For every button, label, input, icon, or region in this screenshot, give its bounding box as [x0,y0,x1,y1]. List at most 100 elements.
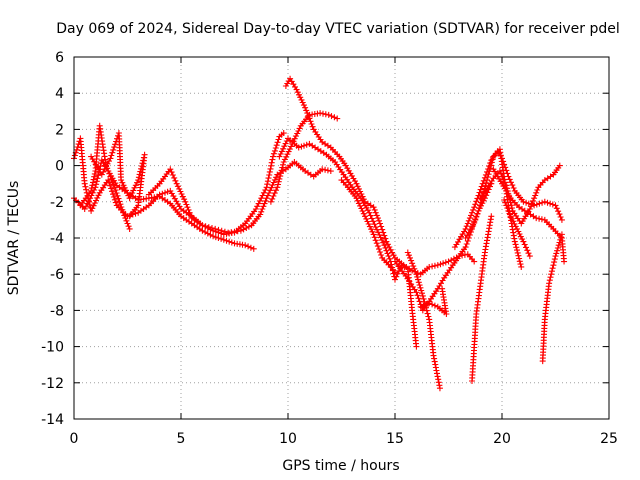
data-point [119,179,126,186]
data-point [126,225,133,232]
data-point [482,243,489,250]
data-point [261,200,268,207]
x-axis-tick-labels: 0 5 10 15 20 25 [70,431,618,447]
data-point [410,263,417,270]
data-point [320,110,326,117]
data-point [279,164,286,171]
series-sat-o [477,162,563,227]
data-point [482,182,489,189]
data-point [259,192,266,199]
data-point [274,184,281,191]
data-point [393,273,400,280]
data-point [510,185,517,191]
data-point [82,183,89,190]
data-point [123,217,130,224]
data-point [182,198,189,205]
data-point [516,258,523,265]
data-point [267,165,274,172]
data-point [331,114,338,121]
data-point [416,282,423,289]
data-point [471,258,478,265]
data-point [183,201,190,208]
data-point [489,156,496,163]
data-point [220,236,227,243]
data-point [218,227,225,234]
data-point [354,183,361,190]
data-point [358,205,365,212]
data-point [405,252,412,259]
data-point [413,289,420,296]
y-tick-label: -2 [50,195,64,211]
data-point [470,206,477,213]
data-point [256,197,263,204]
data-point [506,210,513,217]
data-point [509,182,516,189]
data-point [420,295,427,302]
data-point [434,370,440,377]
data-point [471,218,478,225]
data-point [185,206,192,213]
data-point [106,179,113,186]
data-point [503,182,510,189]
data-point [296,125,303,132]
data-point [462,225,469,232]
data-point [105,168,112,174]
data-point [429,301,436,308]
data-point [174,183,181,190]
data-point [243,225,250,231]
data-point [281,143,288,150]
data-point [282,140,289,147]
data-point [121,212,128,219]
data-point [412,268,419,275]
data-point [260,203,267,210]
data-point [205,224,212,231]
data-point [303,107,310,114]
y-tick-label: -4 [50,231,64,247]
data-point [354,197,361,204]
y-axis-tick-labels: -14 -12 -10 -8 -6 -4 -2 0 2 4 6 [41,50,64,428]
series-sat-s [501,197,533,260]
data-point [284,151,291,158]
data-point [322,166,329,173]
data-point [382,245,389,251]
series-sat-p [490,166,568,265]
data-point [209,225,215,231]
x-tick-label: 10 [279,431,297,447]
data-point [425,313,432,320]
data-point [109,178,116,185]
data-point [375,229,382,236]
data-point [84,200,91,207]
data-point [372,237,379,244]
data-point [83,186,90,193]
data-point [109,188,115,195]
data-point [546,280,553,287]
data-point [463,241,470,247]
data-point [202,223,209,230]
data-point [97,163,104,170]
data-point [384,241,391,248]
data-point [484,177,490,184]
data-point [226,238,233,245]
data-point [417,303,424,310]
data-point [135,174,142,181]
data-point [531,195,538,202]
data-point [555,242,562,249]
data-point [355,185,362,192]
data-point [108,152,115,159]
data-point [317,110,324,117]
data-point [536,215,543,222]
data-point [121,184,128,191]
data-point [485,171,492,178]
data-point [212,234,219,241]
data-point [252,206,259,212]
data-point [413,271,420,278]
data-point [306,115,313,122]
data-point [398,262,405,269]
data-point [426,300,433,307]
data-series [71,75,568,392]
data-point [90,179,96,186]
series-sat-c [77,122,133,232]
data-point [383,247,390,254]
data-point [171,174,178,181]
